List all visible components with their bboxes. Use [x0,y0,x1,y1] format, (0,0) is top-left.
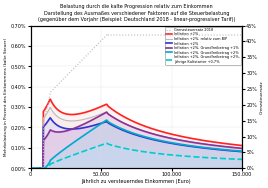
Inflation +2%, Grundfreibetrag +1% [234,147,238,149]
Inflation +2% [133,121,136,123]
Inflation +2% [133,133,136,136]
Inflation +2%, relativ zum BIP [240,147,244,149]
Inflation +2% [41,167,44,169]
Grenzsteuersatz 2018 [196,34,199,36]
Inflation +2% [127,131,130,134]
Inflation +2% [240,151,244,153]
Inflation +2%, relativ zum BIP [41,167,44,169]
Inflation +2%, relativ zum BIP [49,106,52,108]
Inflation +2%, Grundfreibetrag +1% [30,167,34,169]
Line: Inflation +2%: Inflation +2% [32,99,242,168]
Grenzsteuersatz 2018 [127,34,130,36]
Inflation +2%, Grundfreibetrag +2%,
jährige Kaltstarter +0,7% [234,158,238,160]
Inflation +2% [234,144,238,146]
Inflation +2% [234,150,237,152]
Inflation +2% [196,146,199,148]
Inflation +2% [41,167,44,169]
Inflation +2%, Grundfreibetrag +2%,
jährige Kaltstarter +0,7% [127,148,130,150]
Line: Grenzsteuersatz 2018: Grenzsteuersatz 2018 [32,34,242,168]
X-axis label: Jährlich zu versteuerndes Einkommen (Euro): Jährlich zu versteuerndes Einkommen (Eur… [81,179,191,184]
Inflation +2%, relativ zum BIP [133,126,136,129]
Grenzsteuersatz 2018 [240,34,244,36]
Grenzsteuersatz 2018 [30,167,34,169]
Inflation +2%, Grundfreibetrag +2% [105,119,108,121]
Inflation +2% [234,150,238,152]
Inflation +2% [234,144,237,146]
Inflation +2%, Grundfreibetrag +2% [196,146,199,148]
Grenzsteuersatz 2018 [234,34,237,36]
Inflation +2% [240,144,244,147]
Inflation +2%, Grundfreibetrag +1% [127,124,130,127]
Inflation +2%, Grundfreibetrag +2%,
jährige Kaltstarter +0,7% [196,156,199,158]
Line: Inflation +2%, Grundfreibetrag +2%: Inflation +2%, Grundfreibetrag +2% [32,120,242,168]
Inflation +2%, Grundfreibetrag +2%,
jährige Kaltstarter +0,7% [30,167,34,169]
Inflation +2%, relativ zum BIP [30,167,34,169]
Inflation +2%, Grundfreibetrag +2% [234,150,237,152]
Inflation +2% [196,138,199,141]
Line: Inflation +2%: Inflation +2% [32,118,242,168]
Grenzsteuersatz 2018 [106,33,110,35]
Inflation +2%, relativ zum BIP [234,146,237,149]
Inflation +2%, Grundfreibetrag +2% [133,132,136,135]
Inflation +2%, Grundfreibetrag +2% [127,130,130,133]
Inflation +2% [30,167,34,169]
Inflation +2%, Grundfreibetrag +1% [105,111,108,113]
Inflation +2%, Grundfreibetrag +1% [196,142,199,144]
Inflation +2%, Grundfreibetrag +1% [234,147,237,149]
Line: Inflation +2%, Grundfreibetrag +2%,
jährige Kaltstarter +0,7%: Inflation +2%, Grundfreibetrag +2%, jähr… [32,143,242,168]
Inflation +2%, relativ zum BIP [234,147,238,149]
Inflation +2%, Grundfreibetrag +2%,
jährige Kaltstarter +0,7% [234,158,237,160]
Inflation +2%, Grundfreibetrag +2%,
jährige Kaltstarter +0,7% [105,142,108,144]
Inflation +2%, Grundfreibetrag +2% [41,167,44,169]
Line: Inflation +2%, Grundfreibetrag +1%: Inflation +2%, Grundfreibetrag +1% [32,112,242,168]
Y-axis label: Mehrbelastung in Prozent des Einkommens (kalte Steuer): Mehrbelastung in Prozent des Einkommens … [4,38,8,156]
Line: Inflation +2%, relativ zum BIP: Inflation +2%, relativ zum BIP [32,107,242,168]
Title: Belastung durch die kalte Progression relativ zum Einkommen
Darstellung des Ausm: Belastung durch die kalte Progression re… [38,4,235,22]
Inflation +2%, Grundfreibetrag +2% [30,167,34,169]
Inflation +2% [49,117,52,119]
Legend: Grenzsteuersatz 2018, Inflation +2%, Inflation +2%, relativ zum BIP, Inflation +: Grenzsteuersatz 2018, Inflation +2%, Inf… [165,27,241,65]
Inflation +2%, relativ zum BIP [196,142,199,144]
Inflation +2%, Grundfreibetrag +2% [240,150,244,152]
Inflation +2%, Grundfreibetrag +1% [41,167,44,169]
Inflation +2%, Grundfreibetrag +2% [234,150,238,152]
Y-axis label: Grenzsteuersatz: Grenzsteuersatz [260,80,264,114]
Inflation +2%, Grundfreibetrag +2%,
jährige Kaltstarter +0,7% [240,158,244,161]
Inflation +2%, Grundfreibetrag +2%,
jährige Kaltstarter +0,7% [133,149,136,151]
Grenzsteuersatz 2018 [234,34,238,36]
Inflation +2% [49,98,52,100]
Grenzsteuersatz 2018 [41,167,44,169]
Grenzsteuersatz 2018 [133,34,136,36]
Inflation +2%, Grundfreibetrag +1% [133,127,136,129]
Inflation +2%, Grundfreibetrag +2%,
jährige Kaltstarter +0,7% [41,167,44,169]
Inflation +2% [127,118,130,120]
Inflation +2% [30,167,34,169]
Inflation +2%, relativ zum BIP [127,124,130,126]
Inflation +2%, Grundfreibetrag +1% [240,147,244,149]
